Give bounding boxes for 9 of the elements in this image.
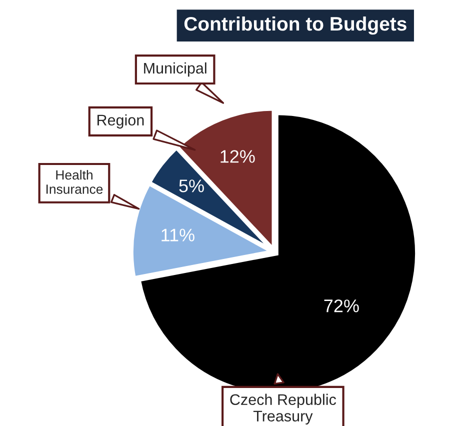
data-label: 12% xyxy=(220,150,255,163)
slice-label: Czech Republic Treasury xyxy=(230,394,336,425)
slice-label: Region xyxy=(98,114,144,129)
slice-label: Health Insurance xyxy=(46,170,103,194)
data-label: 72% xyxy=(324,299,359,312)
chart-title: Contribution to Budgets xyxy=(184,16,406,35)
slice-label: Municipal xyxy=(144,62,206,77)
data-label: 11% xyxy=(162,228,194,242)
data-label: 5% xyxy=(179,180,204,192)
